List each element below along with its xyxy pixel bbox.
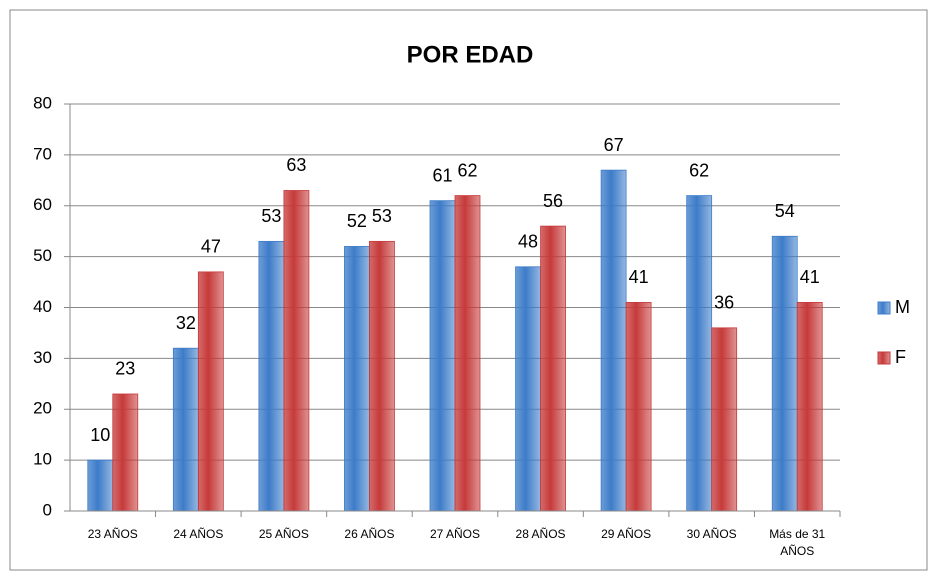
data-label: 62 xyxy=(457,160,477,180)
x-tick-label: 24 AÑOS xyxy=(173,527,224,541)
y-tick-label: 60 xyxy=(33,195,52,214)
x-tick-label: 23 AÑOS xyxy=(87,527,138,541)
data-label: 47 xyxy=(201,237,221,257)
data-label: 63 xyxy=(286,155,306,175)
bar xyxy=(197,271,224,512)
data-label: 62 xyxy=(689,160,709,180)
y-tick-label: 50 xyxy=(33,246,52,265)
x-tick-label: 27 AÑOS xyxy=(429,527,481,541)
bar xyxy=(515,266,541,512)
bar xyxy=(686,195,713,512)
y-tick-label: 20 xyxy=(33,399,52,418)
y-tick-label: 70 xyxy=(33,144,52,163)
bar xyxy=(625,302,652,512)
data-label: 23 xyxy=(115,359,135,379)
data-label: 52 xyxy=(347,211,367,231)
x-tick-label: Más de 31 AÑOS xyxy=(769,527,826,558)
x-tick-label: 25 AÑOS xyxy=(258,527,309,541)
x-tick-label: 26 AÑOS xyxy=(344,527,395,541)
data-label: 53 xyxy=(261,206,281,226)
bar xyxy=(540,225,566,512)
data-label: 48 xyxy=(518,232,538,252)
bar xyxy=(283,190,310,512)
bar xyxy=(600,169,627,512)
chart-title: POR EDAD xyxy=(407,41,534,68)
legend-label: F xyxy=(895,347,906,367)
data-label: 54 xyxy=(775,201,795,221)
bar xyxy=(454,195,481,512)
data-label: 36 xyxy=(714,293,734,313)
data-label: 61 xyxy=(432,165,452,185)
bar xyxy=(796,302,823,512)
data-label: 41 xyxy=(800,267,820,287)
bar xyxy=(711,327,738,512)
bar xyxy=(172,347,199,512)
bar xyxy=(112,393,139,512)
y-tick-label: 0 xyxy=(43,500,52,519)
legend-swatch xyxy=(877,351,891,365)
data-label: 32 xyxy=(176,313,196,333)
data-label: 53 xyxy=(372,206,392,226)
y-tick-label: 80 xyxy=(33,93,52,112)
y-tick-label: 10 xyxy=(33,450,52,469)
x-tick-label: 29 AÑOS xyxy=(601,527,652,541)
bar xyxy=(87,459,114,512)
data-label: 56 xyxy=(543,191,563,211)
y-tick-label: 40 xyxy=(33,297,52,316)
data-label: 41 xyxy=(629,267,649,287)
x-tick-label: 28 AÑOS xyxy=(515,527,566,541)
bar xyxy=(771,235,798,512)
x-tick-label: 30 AÑOS xyxy=(686,527,737,541)
data-label: 10 xyxy=(90,425,110,445)
legend-swatch xyxy=(877,301,891,315)
legend-label: M xyxy=(895,297,910,317)
data-label: 67 xyxy=(604,135,624,155)
bar xyxy=(369,240,395,512)
bar xyxy=(344,246,370,512)
bar xyxy=(429,200,456,512)
bar xyxy=(258,240,285,512)
y-tick-label: 30 xyxy=(33,348,52,367)
